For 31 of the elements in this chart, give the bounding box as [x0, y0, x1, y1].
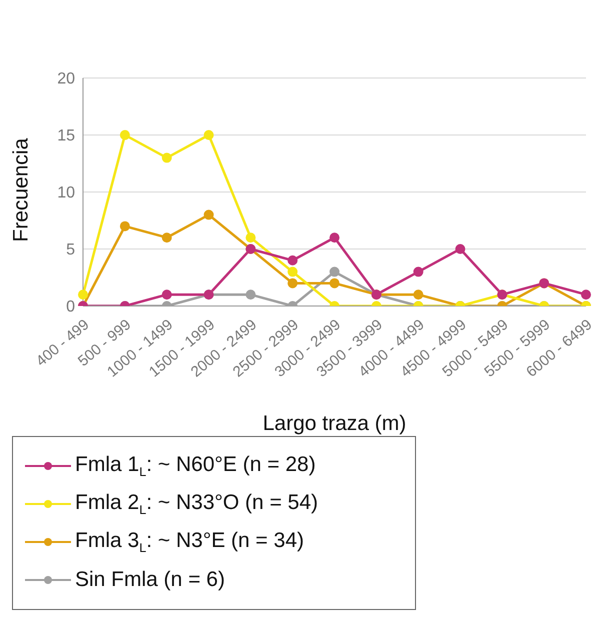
point — [120, 221, 130, 232]
point — [413, 266, 424, 277]
point — [330, 266, 340, 277]
point — [120, 130, 130, 140]
point — [288, 266, 298, 277]
legend-label: Fmla 2$_{L}$: ~ N33°O (n = 54) — [75, 490, 318, 518]
y-tick-label: 0 — [66, 298, 76, 316]
point — [288, 255, 298, 266]
y-axis-title: Frecuencia — [9, 138, 32, 242]
x-axis-title: Largo traza (m) — [262, 412, 406, 435]
legend-label: Sin Fmla (n = 6) — [75, 568, 225, 591]
point — [204, 130, 214, 140]
legend-label: Fmla 3$_{L}$: ~ N3°E (n = 34) — [75, 528, 304, 556]
point — [204, 210, 214, 220]
y-tick-label: 20 — [57, 70, 76, 88]
point — [413, 290, 424, 300]
y-tick-label: 5 — [66, 242, 76, 259]
point — [330, 232, 340, 243]
point — [162, 152, 172, 163]
point — [455, 244, 466, 254]
legend-label: Fmla 1$_{L}$: ~ N60°E (n = 28) — [75, 452, 316, 480]
y-tick-label: 10 — [57, 184, 76, 202]
point — [246, 290, 256, 300]
y-tick-label: 15 — [57, 128, 76, 145]
point — [330, 278, 340, 288]
point — [78, 290, 88, 300]
point — [581, 290, 591, 300]
point — [288, 278, 298, 288]
point — [162, 290, 172, 300]
point — [162, 232, 172, 243]
point — [246, 232, 256, 243]
